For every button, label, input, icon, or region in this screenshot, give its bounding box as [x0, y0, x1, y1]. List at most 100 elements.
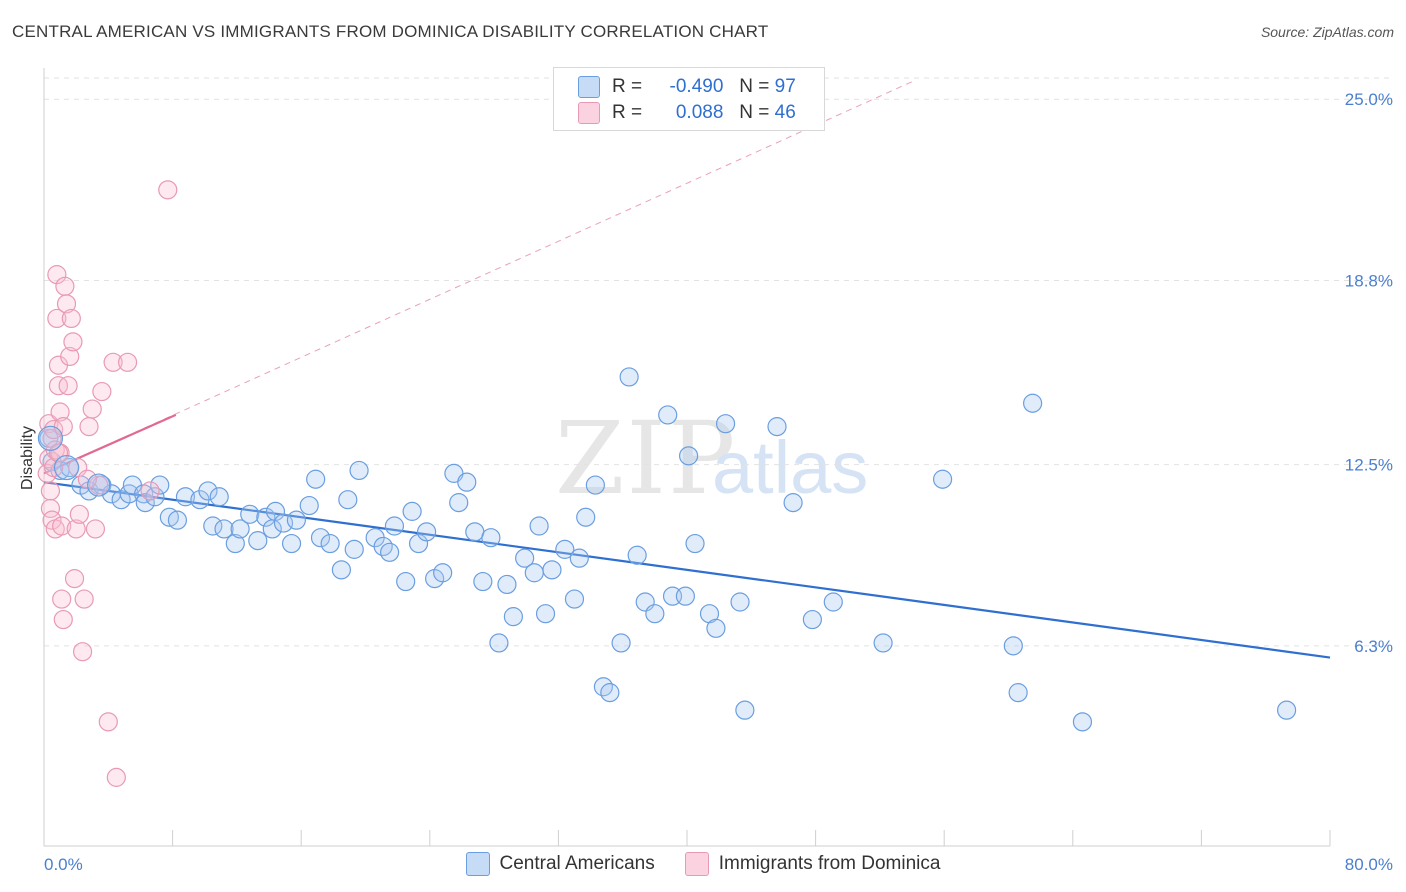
point-central-americans — [198, 481, 218, 501]
point-central-americans — [555, 539, 575, 559]
point-central-americans — [349, 460, 369, 481]
point-central-americans — [225, 533, 245, 554]
legend-r-value: 0.088 — [675, 102, 724, 123]
point-central-americans — [585, 475, 605, 495]
point-dominica — [77, 469, 98, 489]
point-central-americans — [344, 539, 364, 559]
point-central-americans — [281, 533, 302, 554]
point-dominica — [50, 402, 70, 422]
point-central-americans — [1023, 393, 1043, 413]
point-central-americans — [465, 522, 485, 542]
data-points — [37, 180, 1297, 787]
point-central-americans — [675, 586, 695, 606]
y-tick-label: 12.5% — [1345, 456, 1393, 475]
point-central-americans — [611, 633, 631, 653]
point-central-americans — [320, 533, 340, 554]
point-dominica — [98, 712, 118, 732]
point-central-americans — [503, 607, 523, 627]
point-central-americans — [380, 542, 400, 562]
chart-title: CENTRAL AMERICAN VS IMMIGRANTS FROM DOMI… — [12, 22, 769, 41]
legend-label: Immigrants from Dominica — [718, 853, 941, 874]
point-central-americans — [175, 487, 196, 507]
legend-n-label: N = — [739, 76, 770, 97]
y-axis-label: Disability — [19, 426, 36, 490]
trendline-dominica-extended — [43, 81, 913, 474]
point-central-americans — [248, 531, 268, 551]
point-dominica — [85, 519, 106, 539]
x-tick-label: 80.0% — [1345, 855, 1393, 874]
point-central-americans — [1072, 712, 1093, 732]
point-central-americans — [135, 493, 155, 513]
point-central-americans — [564, 589, 585, 609]
point-dominica — [58, 376, 78, 396]
point-central-americans — [306, 469, 326, 489]
point-central-americans — [600, 683, 620, 703]
point-central-americans — [37, 425, 64, 451]
point-central-americans — [449, 493, 469, 513]
point-dominica — [92, 381, 112, 402]
watermark-atlas: atlas — [712, 426, 869, 509]
point-dominica — [47, 308, 67, 329]
point-dominica — [53, 609, 73, 630]
point-central-americans — [396, 571, 416, 592]
point-central-americans — [658, 405, 678, 425]
point-central-americans — [203, 516, 223, 536]
legend-swatch-pink — [684, 852, 709, 876]
point-central-americans — [256, 507, 276, 527]
legend-row-central-americans: R = -0.490 N = 97 — [578, 74, 796, 100]
point-dominica — [106, 767, 126, 787]
point-central-americans — [150, 475, 170, 495]
point-dominica — [66, 519, 86, 539]
legend-r-label: R = — [612, 76, 643, 97]
legend-item-dominica: Immigrants from Dominica — [684, 852, 941, 876]
point-central-americans — [529, 516, 549, 536]
legend-swatch-blue — [578, 76, 600, 98]
series-legend: Central Americans Immigrants from Domini… — [0, 852, 1406, 876]
point-dominica — [158, 180, 178, 200]
point-central-americans — [402, 501, 422, 521]
point-central-americans — [331, 560, 351, 580]
point-central-americans — [310, 528, 331, 548]
point-central-americans — [515, 548, 535, 568]
point-central-americans — [645, 604, 665, 624]
point-central-americans — [730, 592, 750, 612]
point-dominica — [61, 308, 81, 329]
point-central-americans — [524, 563, 544, 583]
point-central-americans — [230, 519, 250, 539]
point-dominica — [140, 481, 160, 501]
point-dominica — [63, 332, 83, 352]
point-central-americans — [481, 528, 501, 548]
y-tick-labels: 6.3% 12.5% 18.8% 25.0% — [1345, 90, 1393, 656]
legend-row-dominica: R = 0.088 N = 46 — [578, 100, 796, 126]
point-central-americans — [286, 510, 306, 530]
point-dominica — [89, 475, 109, 495]
point-dominica — [56, 294, 77, 314]
point-central-americans — [576, 507, 596, 527]
legend-r-value: -0.490 — [669, 76, 724, 97]
trendlines — [43, 81, 1331, 659]
point-central-americans — [53, 454, 80, 481]
trendline-central-americans — [43, 481, 1331, 659]
point-dominica — [72, 642, 93, 662]
point-central-americans — [1276, 700, 1297, 720]
point-central-americans — [1003, 636, 1023, 656]
point-central-americans — [87, 473, 111, 497]
point-dominica — [55, 276, 75, 296]
point-central-americans — [627, 545, 647, 565]
point-dominica — [74, 589, 94, 609]
point-central-americans — [802, 609, 822, 630]
point-dominica — [82, 399, 102, 419]
point-central-americans — [873, 633, 893, 653]
point-central-americans — [767, 417, 787, 437]
point-central-americans — [338, 490, 358, 510]
point-dominica — [52, 589, 72, 609]
legend-swatch-blue — [465, 852, 490, 876]
point-central-americans — [473, 571, 493, 592]
legend-n-label: N = — [739, 102, 770, 123]
legend-label: Central Americans — [499, 853, 655, 874]
legend-n-value: 46 — [774, 102, 796, 123]
point-dominica — [52, 516, 72, 536]
grid — [44, 77, 1392, 647]
point-central-americans — [209, 487, 229, 507]
point-central-americans — [384, 516, 405, 536]
